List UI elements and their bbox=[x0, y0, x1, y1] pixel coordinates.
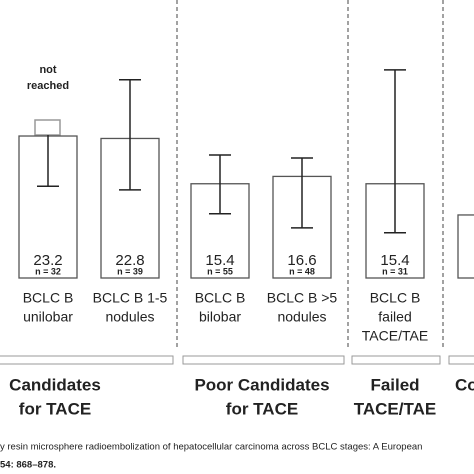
source-note: 54: 868–878. bbox=[0, 460, 56, 471]
x-tick-label: BCLC B >5 bbox=[267, 290, 338, 306]
separators bbox=[176, 0, 444, 348]
x-tick-label: failed bbox=[378, 309, 411, 325]
value-label: 23.2 bbox=[33, 252, 62, 269]
value-label: 22.8 bbox=[115, 252, 144, 269]
x-tick-label: BCLC B 1-5 bbox=[93, 290, 168, 306]
n-label: n = 31 bbox=[382, 266, 408, 276]
value-label: 15.4 bbox=[205, 252, 234, 269]
group-label: Candidates bbox=[9, 375, 101, 394]
annotation: reached bbox=[27, 80, 69, 92]
bar bbox=[457, 214, 474, 279]
group-label: TACE/TAE bbox=[354, 399, 436, 418]
group-label: Failed bbox=[370, 375, 419, 394]
not-reached-marker bbox=[34, 119, 61, 136]
group-bar bbox=[182, 355, 345, 365]
x-tick-label: BCLC B bbox=[370, 290, 421, 306]
group-bar bbox=[0, 355, 174, 365]
n-label: n = 39 bbox=[117, 266, 143, 276]
value-label: 16.6 bbox=[287, 252, 316, 269]
group-label: Poor Candidates bbox=[194, 375, 329, 394]
x-tick-label: BCLC B bbox=[195, 290, 246, 306]
x-tick-label: BCLC B bbox=[23, 290, 74, 306]
x-tick-label: nodules bbox=[105, 309, 154, 325]
x-tick-label: unilobar bbox=[23, 309, 73, 325]
n-label: n = 55 bbox=[207, 266, 233, 276]
group-bar bbox=[351, 355, 441, 365]
annotation: not bbox=[39, 64, 56, 76]
group-label: Co bbox=[455, 375, 474, 394]
x-tick-label: bilobar bbox=[199, 309, 241, 325]
group-label: for TACE bbox=[19, 399, 91, 418]
n-label: n = 48 bbox=[289, 266, 315, 276]
x-tick-label: TACE/TAE bbox=[362, 328, 428, 344]
n-label: n = 32 bbox=[35, 266, 61, 276]
group-bar bbox=[448, 355, 474, 365]
group-label: for TACE bbox=[226, 399, 298, 418]
source-note: y resin microsphere radioembolization of… bbox=[0, 442, 422, 453]
x-tick-label: nodules bbox=[277, 309, 326, 325]
value-label: 15.4 bbox=[380, 252, 409, 269]
